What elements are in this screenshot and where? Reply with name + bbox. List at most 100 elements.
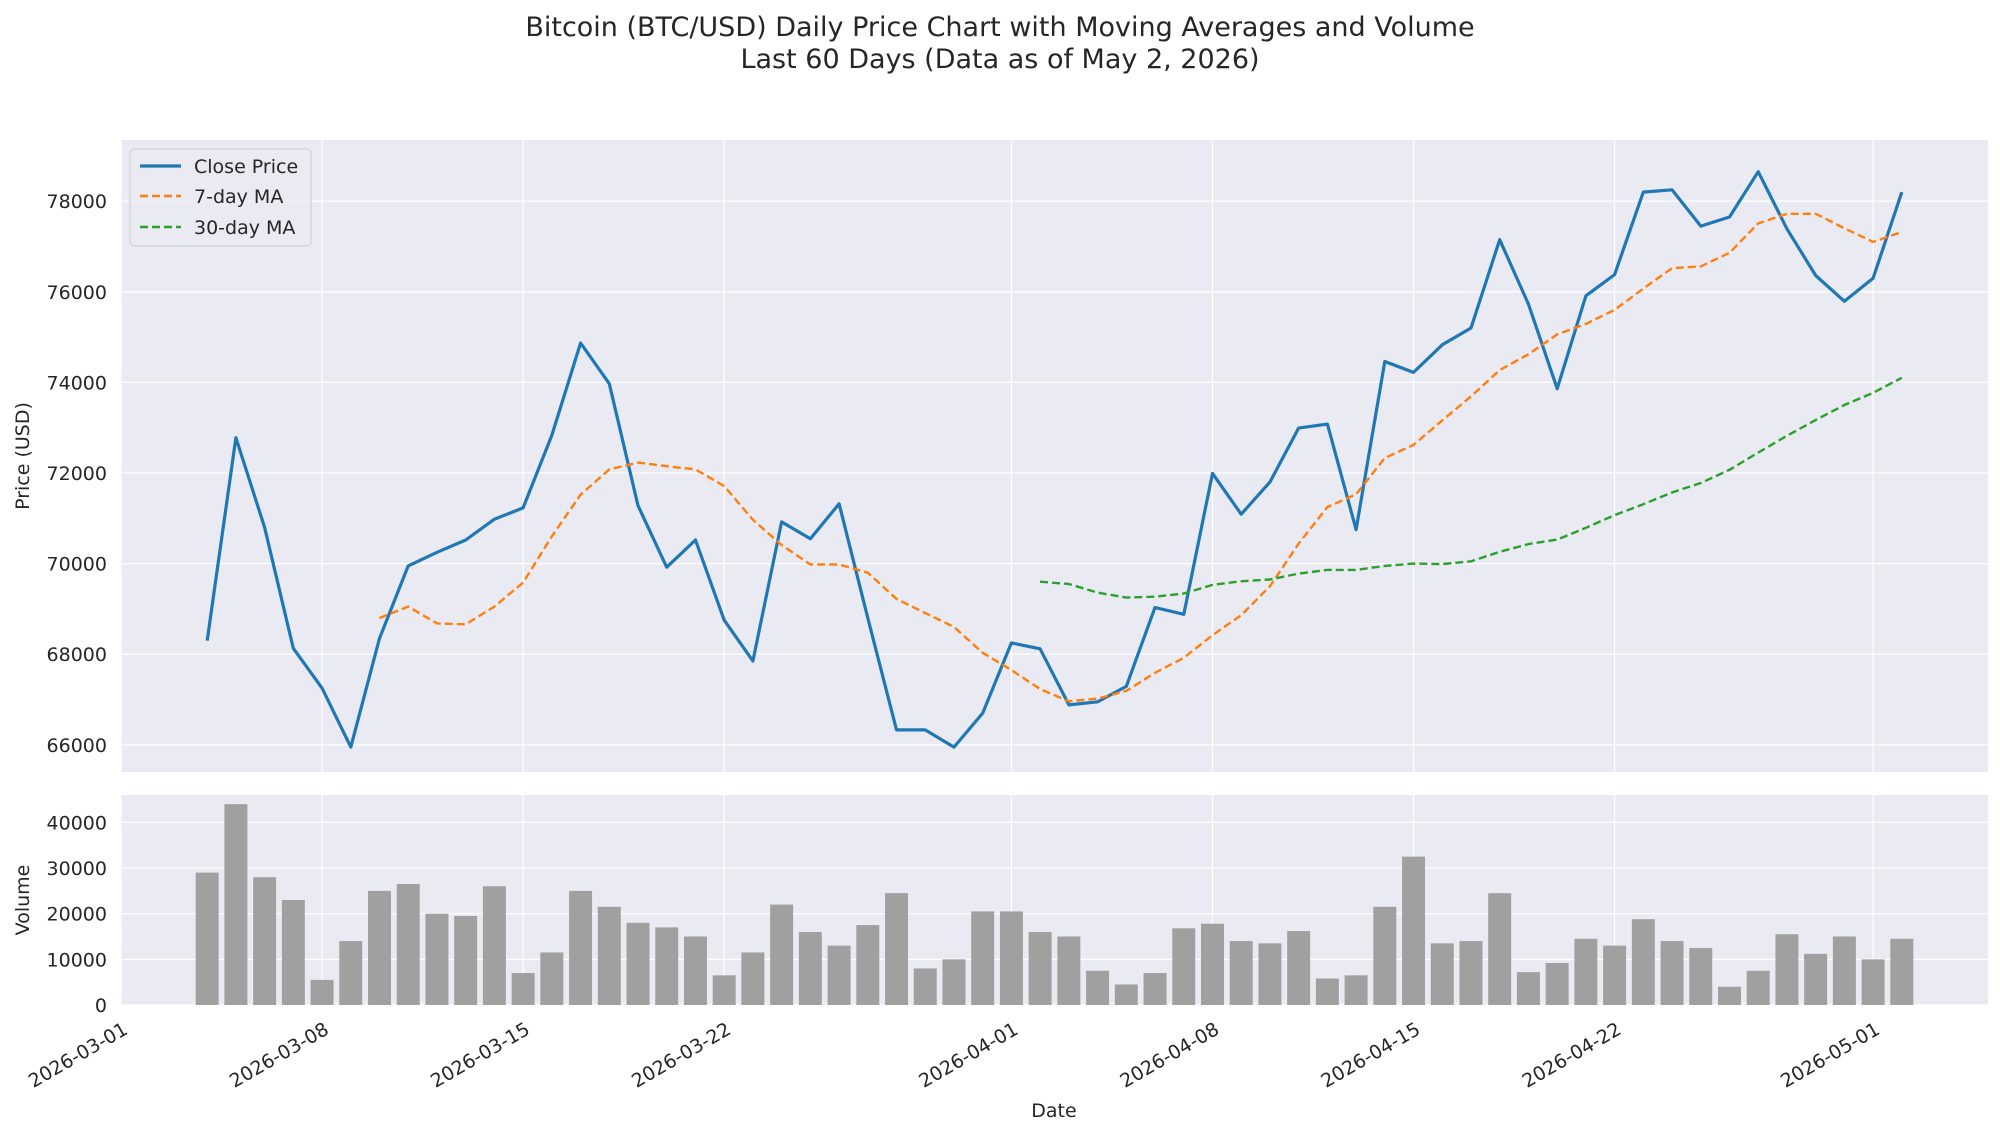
- price-y-tick-label: 74000: [47, 372, 107, 394]
- volume-bar: [1746, 970, 1770, 1005]
- volume-bar: [827, 945, 851, 1005]
- volume-bar: [1287, 931, 1311, 1005]
- volume-bar: [368, 890, 391, 1005]
- volume-bar: [1143, 973, 1167, 1005]
- x-ticks: 2026-03-01 2026-03-08 2026-03-15 2026-03-22…: [25, 1018, 1884, 1092]
- volume-bar: [1172, 928, 1196, 1005]
- volume-bar: [482, 886, 506, 1005]
- volume-bar: [1804, 953, 1828, 1005]
- x-tick-label: 2026-05-01: [1777, 1018, 1884, 1092]
- volume-bar: [1516, 972, 1540, 1005]
- volume-bars: [195, 804, 1914, 1005]
- ma7-line: [379, 212, 1903, 703]
- x-tick-label: 2026-04-15: [1317, 1018, 1424, 1092]
- volume-bar: [511, 973, 535, 1005]
- legend-label-close: Close Price: [194, 156, 298, 178]
- volume-bar: [310, 979, 334, 1005]
- volume-bar: [971, 911, 995, 1005]
- x-tick-label: 2026-04-08: [1116, 1018, 1223, 1092]
- x-axis-label: Date: [1031, 1100, 1076, 1122]
- volume-bar: [1315, 978, 1339, 1005]
- volume-y-tick-label: 10000: [47, 949, 107, 971]
- volume-bar: [569, 890, 593, 1005]
- volume-bar: [597, 906, 621, 1005]
- volume-bar: [195, 872, 219, 1005]
- volume-bar: [1660, 941, 1684, 1005]
- volume-bar: [999, 911, 1023, 1005]
- price-grid: [120, 140, 1988, 772]
- volume-y-tick-label: 0: [95, 995, 107, 1017]
- price-y-axis-label: Price (USD): [12, 402, 34, 510]
- volume-bar: [1086, 970, 1110, 1005]
- volume-bar: [885, 893, 909, 1005]
- volume-bar: [770, 904, 794, 1005]
- volume-bar: [1488, 893, 1512, 1005]
- volume-bar: [540, 952, 564, 1005]
- volume-bar: [942, 959, 966, 1005]
- volume-bar: [1114, 984, 1138, 1005]
- price-y-tick-label: 70000: [47, 554, 107, 576]
- volume-bar: [1373, 906, 1397, 1005]
- volume-bar: [1258, 943, 1282, 1005]
- price-panel-background: [121, 140, 1988, 772]
- legend-box: [129, 148, 312, 247]
- volume-bar: [281, 900, 305, 1005]
- price-y-tick-label: 76000: [47, 282, 107, 304]
- volume-bar: [1057, 936, 1081, 1005]
- price-y-tick-label: 66000: [47, 735, 107, 757]
- price-y-ticks: 66000 68000 70000 72000 74000 76000 78000: [47, 191, 107, 757]
- volume-bar: [1890, 938, 1914, 1005]
- volume-bar: [1861, 959, 1885, 1005]
- price-lines: [205, 170, 1904, 749]
- volume-bar: [1603, 945, 1627, 1005]
- volume-bar: [1631, 919, 1655, 1005]
- volume-bar: [712, 975, 736, 1005]
- volume-bar: [1718, 986, 1741, 1005]
- volume-bar: [683, 936, 707, 1005]
- volume-bar: [1402, 856, 1426, 1005]
- chart-title: Bitcoin (BTC/USD) Daily Price Chart with…: [525, 12, 1474, 43]
- volume-bar: [1689, 947, 1713, 1005]
- volume-y-tick-label: 30000: [47, 858, 107, 880]
- close-price-line: [205, 170, 1904, 749]
- volume-y-axis-label: Volume: [12, 865, 34, 936]
- volume-bar: [913, 968, 937, 1005]
- volume-bar: [798, 931, 822, 1005]
- volume-bar: [856, 925, 880, 1005]
- volume-bar: [1459, 941, 1483, 1005]
- volume-bar: [1028, 931, 1052, 1005]
- volume-bar: [1430, 943, 1454, 1005]
- price-y-tick-label: 68000: [47, 644, 107, 666]
- volume-bar: [655, 927, 679, 1005]
- volume-bar: [339, 941, 363, 1005]
- price-y-tick-label: 72000: [47, 463, 107, 485]
- x-tick-label: 2026-04-22: [1518, 1018, 1625, 1092]
- volume-bar: [454, 915, 478, 1005]
- volume-bar: [253, 877, 277, 1005]
- volume-bar: [396, 884, 420, 1005]
- volume-bar: [1200, 923, 1224, 1005]
- volume-bar: [1545, 963, 1569, 1005]
- volume-bar: [741, 952, 765, 1005]
- volume-bar: [626, 922, 650, 1005]
- x-tick-label: 2026-03-15: [427, 1018, 534, 1092]
- legend: Close Price 7-day MA 30-day MA: [129, 148, 312, 247]
- volume-y-tick-label: 20000: [47, 904, 107, 926]
- chart-subtitle: Last 60 Days (Data as of May 2, 2026): [740, 44, 1259, 75]
- legend-label-ma30: 30-day MA: [194, 217, 295, 239]
- volume-bar: [425, 913, 449, 1005]
- x-tick-label: 2026-04-01: [915, 1018, 1022, 1092]
- volume-bar: [1229, 941, 1253, 1005]
- x-tick-label: 2026-03-01: [25, 1018, 132, 1092]
- volume-bar: [224, 804, 248, 1005]
- volume-bar: [1574, 938, 1598, 1005]
- volume-y-ticks: 0 10000 20000 30000 40000: [47, 812, 107, 1017]
- volume-y-tick-label: 40000: [47, 812, 107, 834]
- x-tick-label: 2026-03-22: [628, 1018, 735, 1092]
- ma30-line: [1040, 376, 1903, 599]
- volume-bar: [1775, 934, 1799, 1005]
- price-y-tick-label: 78000: [47, 191, 107, 213]
- legend-label-ma7: 7-day MA: [194, 186, 283, 208]
- volume-bar: [1344, 975, 1368, 1005]
